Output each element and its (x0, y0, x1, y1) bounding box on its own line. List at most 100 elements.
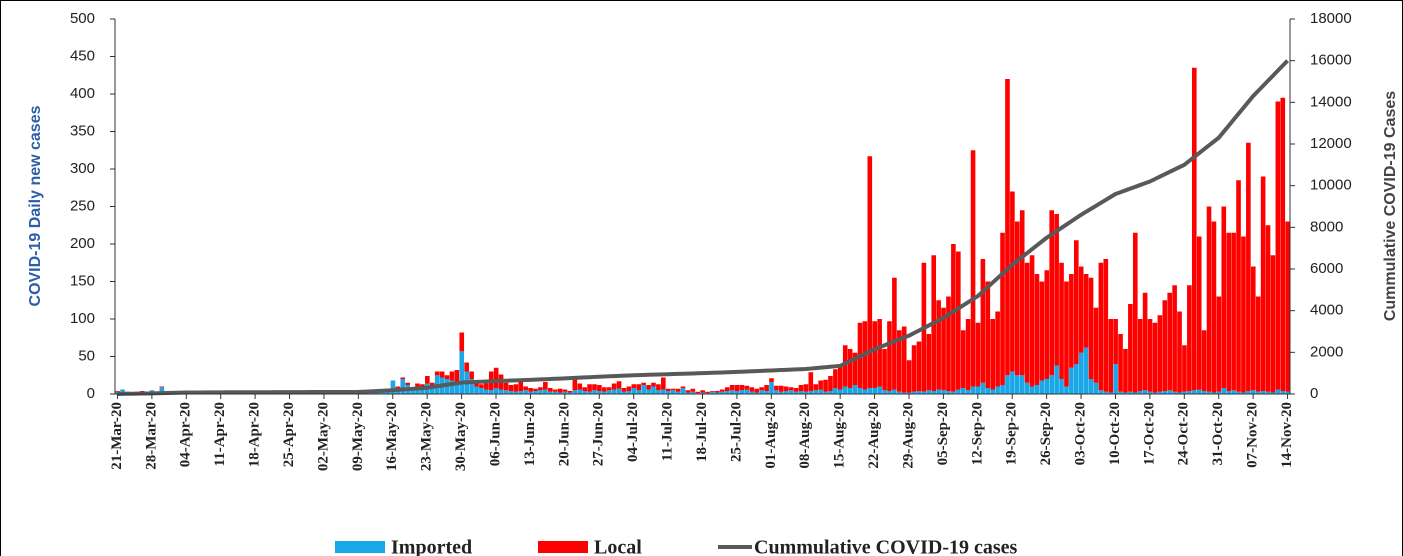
bar (1157, 391, 1163, 394)
bar (970, 386, 976, 394)
y-tick-label: 400 (70, 85, 95, 102)
bar (1034, 385, 1040, 394)
x-tick-label: 17-Oct-20 (1141, 402, 1157, 465)
y2-tick-label: 12000 (1310, 135, 1352, 152)
bar (508, 385, 514, 391)
x-tick-label: 11-Apr-20 (212, 402, 228, 466)
bar (1231, 390, 1236, 394)
y-tick-label: 150 (70, 272, 95, 289)
bar (621, 388, 627, 392)
x-tick-label: 02-May-20 (315, 402, 331, 471)
y-tick-label: 300 (70, 160, 95, 177)
bar (774, 390, 779, 394)
bar (1049, 210, 1055, 376)
bar (597, 391, 602, 394)
bar (587, 384, 592, 392)
bar (1221, 388, 1227, 394)
x-tick-label: 30-May-20 (453, 402, 469, 471)
bar (828, 391, 833, 394)
bar (518, 391, 524, 394)
y2-tick-label: 2000 (1310, 343, 1343, 360)
bar (1093, 382, 1099, 394)
x-tick-label: 31-Oct-20 (1210, 402, 1226, 465)
bar (1275, 101, 1281, 390)
bar (970, 150, 976, 387)
bar (1113, 364, 1118, 394)
bar (1211, 392, 1217, 394)
bar (606, 390, 612, 394)
bar (449, 380, 455, 394)
bar (444, 375, 450, 379)
bar (1270, 392, 1276, 394)
bar (513, 391, 519, 394)
bar (867, 388, 873, 394)
bar (538, 387, 543, 391)
bar (700, 390, 705, 393)
bar (1201, 391, 1207, 394)
bar (572, 379, 578, 391)
bar (434, 371, 440, 376)
y-tick-label: 100 (70, 310, 95, 327)
bar (818, 389, 823, 394)
bar (464, 362, 469, 372)
bar (936, 300, 941, 390)
bar (616, 381, 622, 389)
bar (793, 391, 799, 394)
bar (1073, 240, 1079, 364)
bar (975, 386, 981, 394)
bar (390, 380, 396, 394)
bar (724, 391, 730, 394)
bar (1010, 191, 1015, 372)
bar (1167, 292, 1173, 391)
bar (493, 388, 499, 394)
bar (1083, 274, 1089, 348)
bar (1172, 391, 1177, 394)
bar (769, 378, 774, 382)
bar (823, 379, 828, 392)
bar (665, 391, 671, 394)
bar (1024, 262, 1030, 383)
x-tick-label: 18-Apr-20 (247, 402, 263, 467)
bar (1285, 391, 1290, 394)
x-tick-label: 28-Mar-20 (143, 402, 159, 470)
bar (783, 391, 789, 394)
bar (985, 388, 991, 394)
bar (1123, 392, 1128, 394)
bar (670, 390, 676, 394)
bar (685, 392, 691, 394)
bar (823, 391, 828, 394)
bar (636, 390, 642, 394)
bar (813, 390, 819, 394)
bar (577, 383, 583, 390)
bar (1236, 391, 1241, 394)
bar (1187, 285, 1192, 391)
x-tick-label: 20-Jun-20 (556, 402, 572, 466)
bar (582, 387, 587, 391)
bar (1280, 97, 1286, 391)
bar (1039, 380, 1045, 394)
bar (779, 391, 784, 394)
bar (528, 391, 533, 394)
bar (641, 385, 646, 394)
bar (646, 385, 651, 390)
bar (1241, 236, 1246, 393)
y2-axis-title: Cummulative COVID-19 Cases (1382, 91, 1399, 321)
bar (960, 388, 966, 394)
bar (1132, 232, 1138, 393)
bar (484, 389, 489, 394)
bar (1088, 277, 1094, 379)
bar (764, 385, 769, 391)
bar (955, 389, 961, 394)
bar (818, 380, 823, 390)
x-tick-label: 13-Jun-20 (522, 402, 538, 466)
bar (1265, 225, 1271, 392)
bar (651, 382, 656, 387)
bar (611, 383, 617, 390)
bar (749, 391, 755, 394)
cumulative-line (117, 59, 1289, 396)
bar (990, 389, 996, 394)
bar (592, 384, 597, 391)
bar (1260, 391, 1266, 394)
bar (1231, 232, 1236, 391)
bar (680, 388, 686, 394)
